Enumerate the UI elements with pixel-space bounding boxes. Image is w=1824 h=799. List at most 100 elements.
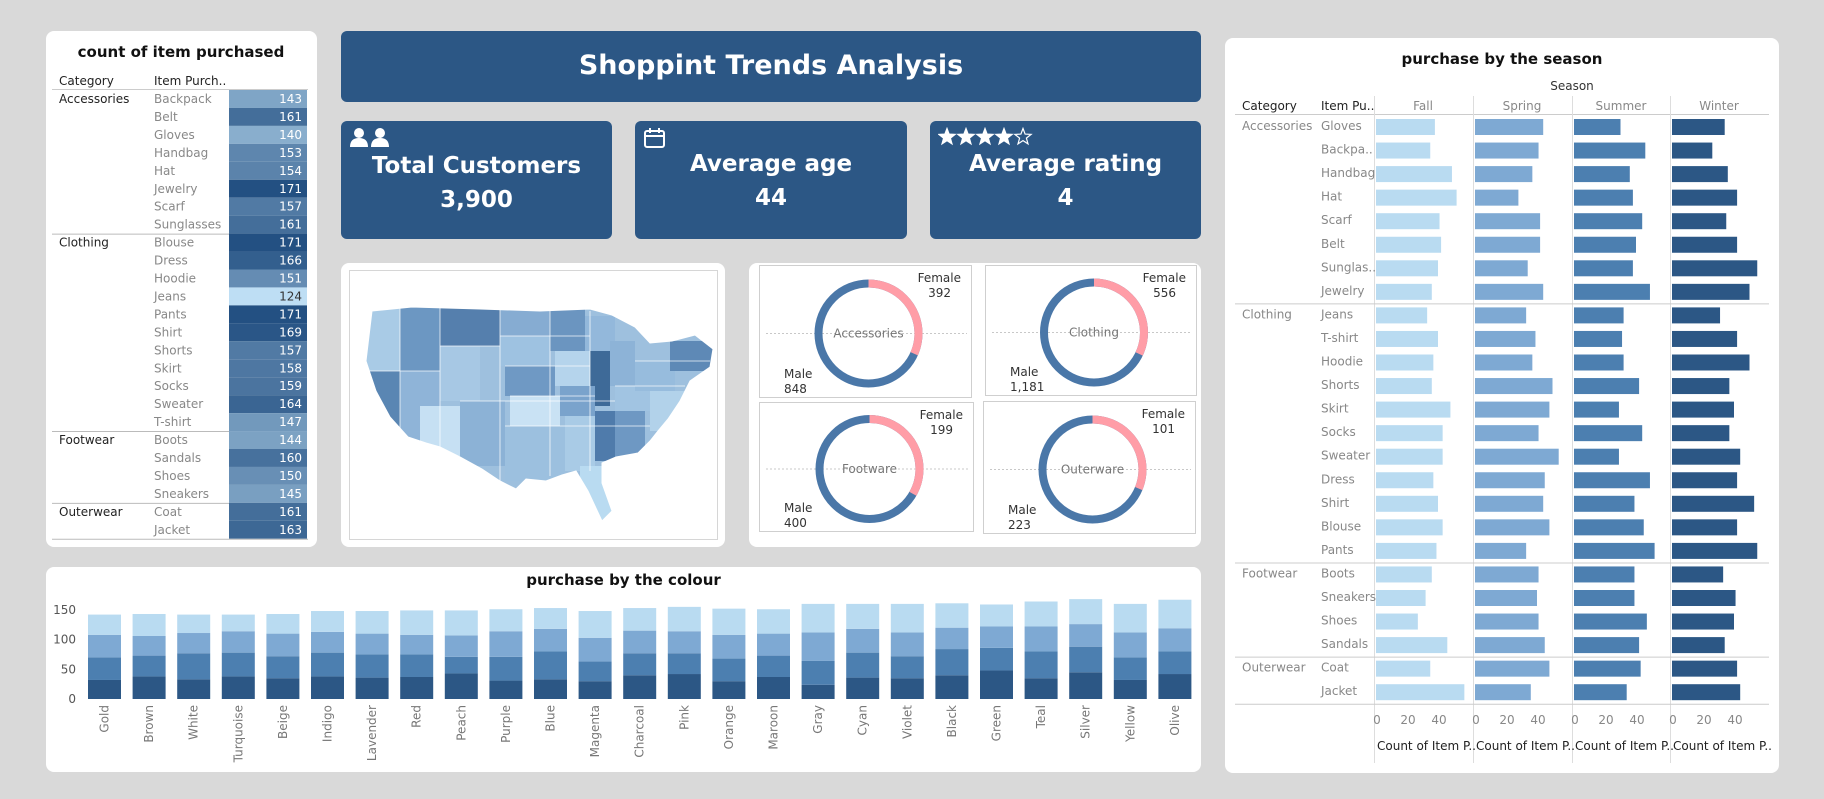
colour-bar-segment — [578, 681, 612, 699]
x-tick-label: Purple — [499, 705, 513, 743]
item-label: Shoes — [154, 469, 190, 483]
colour-bar-segment — [623, 630, 657, 654]
season-bar — [1574, 401, 1619, 418]
item-label: Shoes — [1321, 614, 1357, 628]
count-cell — [229, 161, 307, 180]
x-tick-label: Teal — [1034, 705, 1048, 729]
season-bar — [1672, 307, 1721, 324]
colour-bar-segment — [400, 610, 434, 635]
count-cell — [229, 484, 307, 503]
season-bar — [1672, 613, 1734, 630]
item-label: Blouse — [154, 236, 194, 250]
season-bar — [1376, 660, 1431, 677]
colour-bar-segment — [1113, 603, 1147, 633]
donut-center-label: Outerware — [1061, 463, 1124, 477]
category-label: Accessories — [59, 92, 129, 106]
season-bar — [1475, 542, 1527, 559]
season-bar — [1376, 260, 1438, 277]
star-filled-icon — [938, 127, 957, 146]
colour-bar-segment — [221, 652, 255, 677]
count-cell — [229, 143, 307, 162]
x-tick-label: Black — [945, 705, 959, 738]
x-tick-label: 20 — [1598, 713, 1613, 727]
chart-title: purchase by the season — [1401, 50, 1603, 68]
count-cell — [229, 179, 307, 198]
x-tick-label: 0 — [1472, 713, 1480, 727]
season-bar — [1672, 260, 1758, 277]
y-tick-label: 0 — [68, 692, 76, 706]
count-cell — [229, 287, 307, 306]
count-cell — [229, 323, 307, 342]
item-label: Jeans — [153, 289, 186, 303]
item-label: Handbag — [154, 146, 208, 160]
users-icon — [350, 128, 389, 147]
season-bar — [1574, 660, 1641, 677]
count-value: 158 — [279, 361, 302, 375]
x-tick-label: Gray — [811, 705, 825, 734]
count-cell — [229, 431, 307, 449]
season-bar — [1376, 236, 1442, 253]
item-label: T-shirt — [1320, 331, 1359, 345]
count-value: 147 — [279, 415, 302, 429]
page-title: Shoppint Trends Analysis — [578, 50, 964, 81]
axis-label: Count of Item P.. — [1377, 739, 1476, 753]
count-cell — [229, 413, 307, 432]
colour-bar-segment — [757, 609, 790, 634]
colour-bar-segment — [712, 658, 746, 682]
count-cell — [229, 520, 307, 539]
title-banner: Shoppint Trends Analysis — [341, 31, 1201, 102]
count-value: 169 — [279, 325, 302, 339]
colour-bar-segment — [890, 656, 924, 679]
item-label: Jeans — [1320, 307, 1353, 321]
season-bar — [1672, 236, 1738, 253]
season-chart-panel: purchase by the season Season Category Ite… — [1225, 38, 1779, 773]
season-bar — [1475, 142, 1539, 159]
colour-bar-segment — [980, 604, 1013, 627]
colour-bar-segment — [132, 655, 166, 677]
season-bar — [1376, 566, 1432, 583]
table-title: count of item purchased — [78, 43, 285, 61]
colour-bar-segment — [1024, 651, 1058, 679]
season-bar — [1376, 590, 1426, 606]
x-tick-label: Cyan — [856, 705, 870, 735]
colour-bar-segment — [890, 603, 924, 633]
x-tick-label: Beige — [276, 705, 290, 739]
male-label: Male — [784, 367, 812, 381]
male-label: Male — [1010, 365, 1038, 379]
kpi-value: 3,900 — [440, 187, 513, 213]
x-tick-label: 20 — [1696, 713, 1711, 727]
season-bar — [1672, 189, 1738, 206]
count-value: 143 — [279, 92, 302, 106]
count-cell — [229, 341, 307, 360]
colour-bar-segment — [355, 611, 389, 634]
season-bar — [1672, 166, 1728, 183]
item-label: Backpack — [154, 92, 212, 106]
male-value: 400 — [784, 516, 807, 530]
colour-bar-segment — [266, 656, 300, 679]
count-value: 124 — [279, 289, 302, 303]
season-bar — [1475, 378, 1553, 395]
item-label: Sneakers — [154, 487, 209, 501]
count-cell — [229, 502, 307, 521]
colour-bar-segment — [623, 653, 657, 676]
colour-bar-segment — [311, 676, 344, 699]
season-bar — [1376, 307, 1428, 324]
female-slice — [1038, 415, 1147, 524]
map-frame — [349, 270, 718, 540]
season-bar — [1376, 213, 1440, 230]
colour-bar-segment — [935, 675, 969, 699]
item-label: T-shirt — [153, 415, 192, 429]
x-tick-label: Turquoise — [231, 705, 245, 763]
colour-bar-segment — [444, 673, 478, 699]
count-value: 153 — [279, 146, 302, 160]
season-bar — [1574, 566, 1635, 583]
season-bar — [1574, 637, 1640, 654]
item-label: Skirt — [1321, 402, 1349, 416]
kpi-total-customers: Total Customers 3,900 — [341, 121, 612, 239]
count-value: 157 — [279, 200, 302, 214]
season-bar — [1672, 354, 1750, 371]
season-bar — [1475, 330, 1536, 347]
star-filled-icon — [975, 127, 995, 146]
